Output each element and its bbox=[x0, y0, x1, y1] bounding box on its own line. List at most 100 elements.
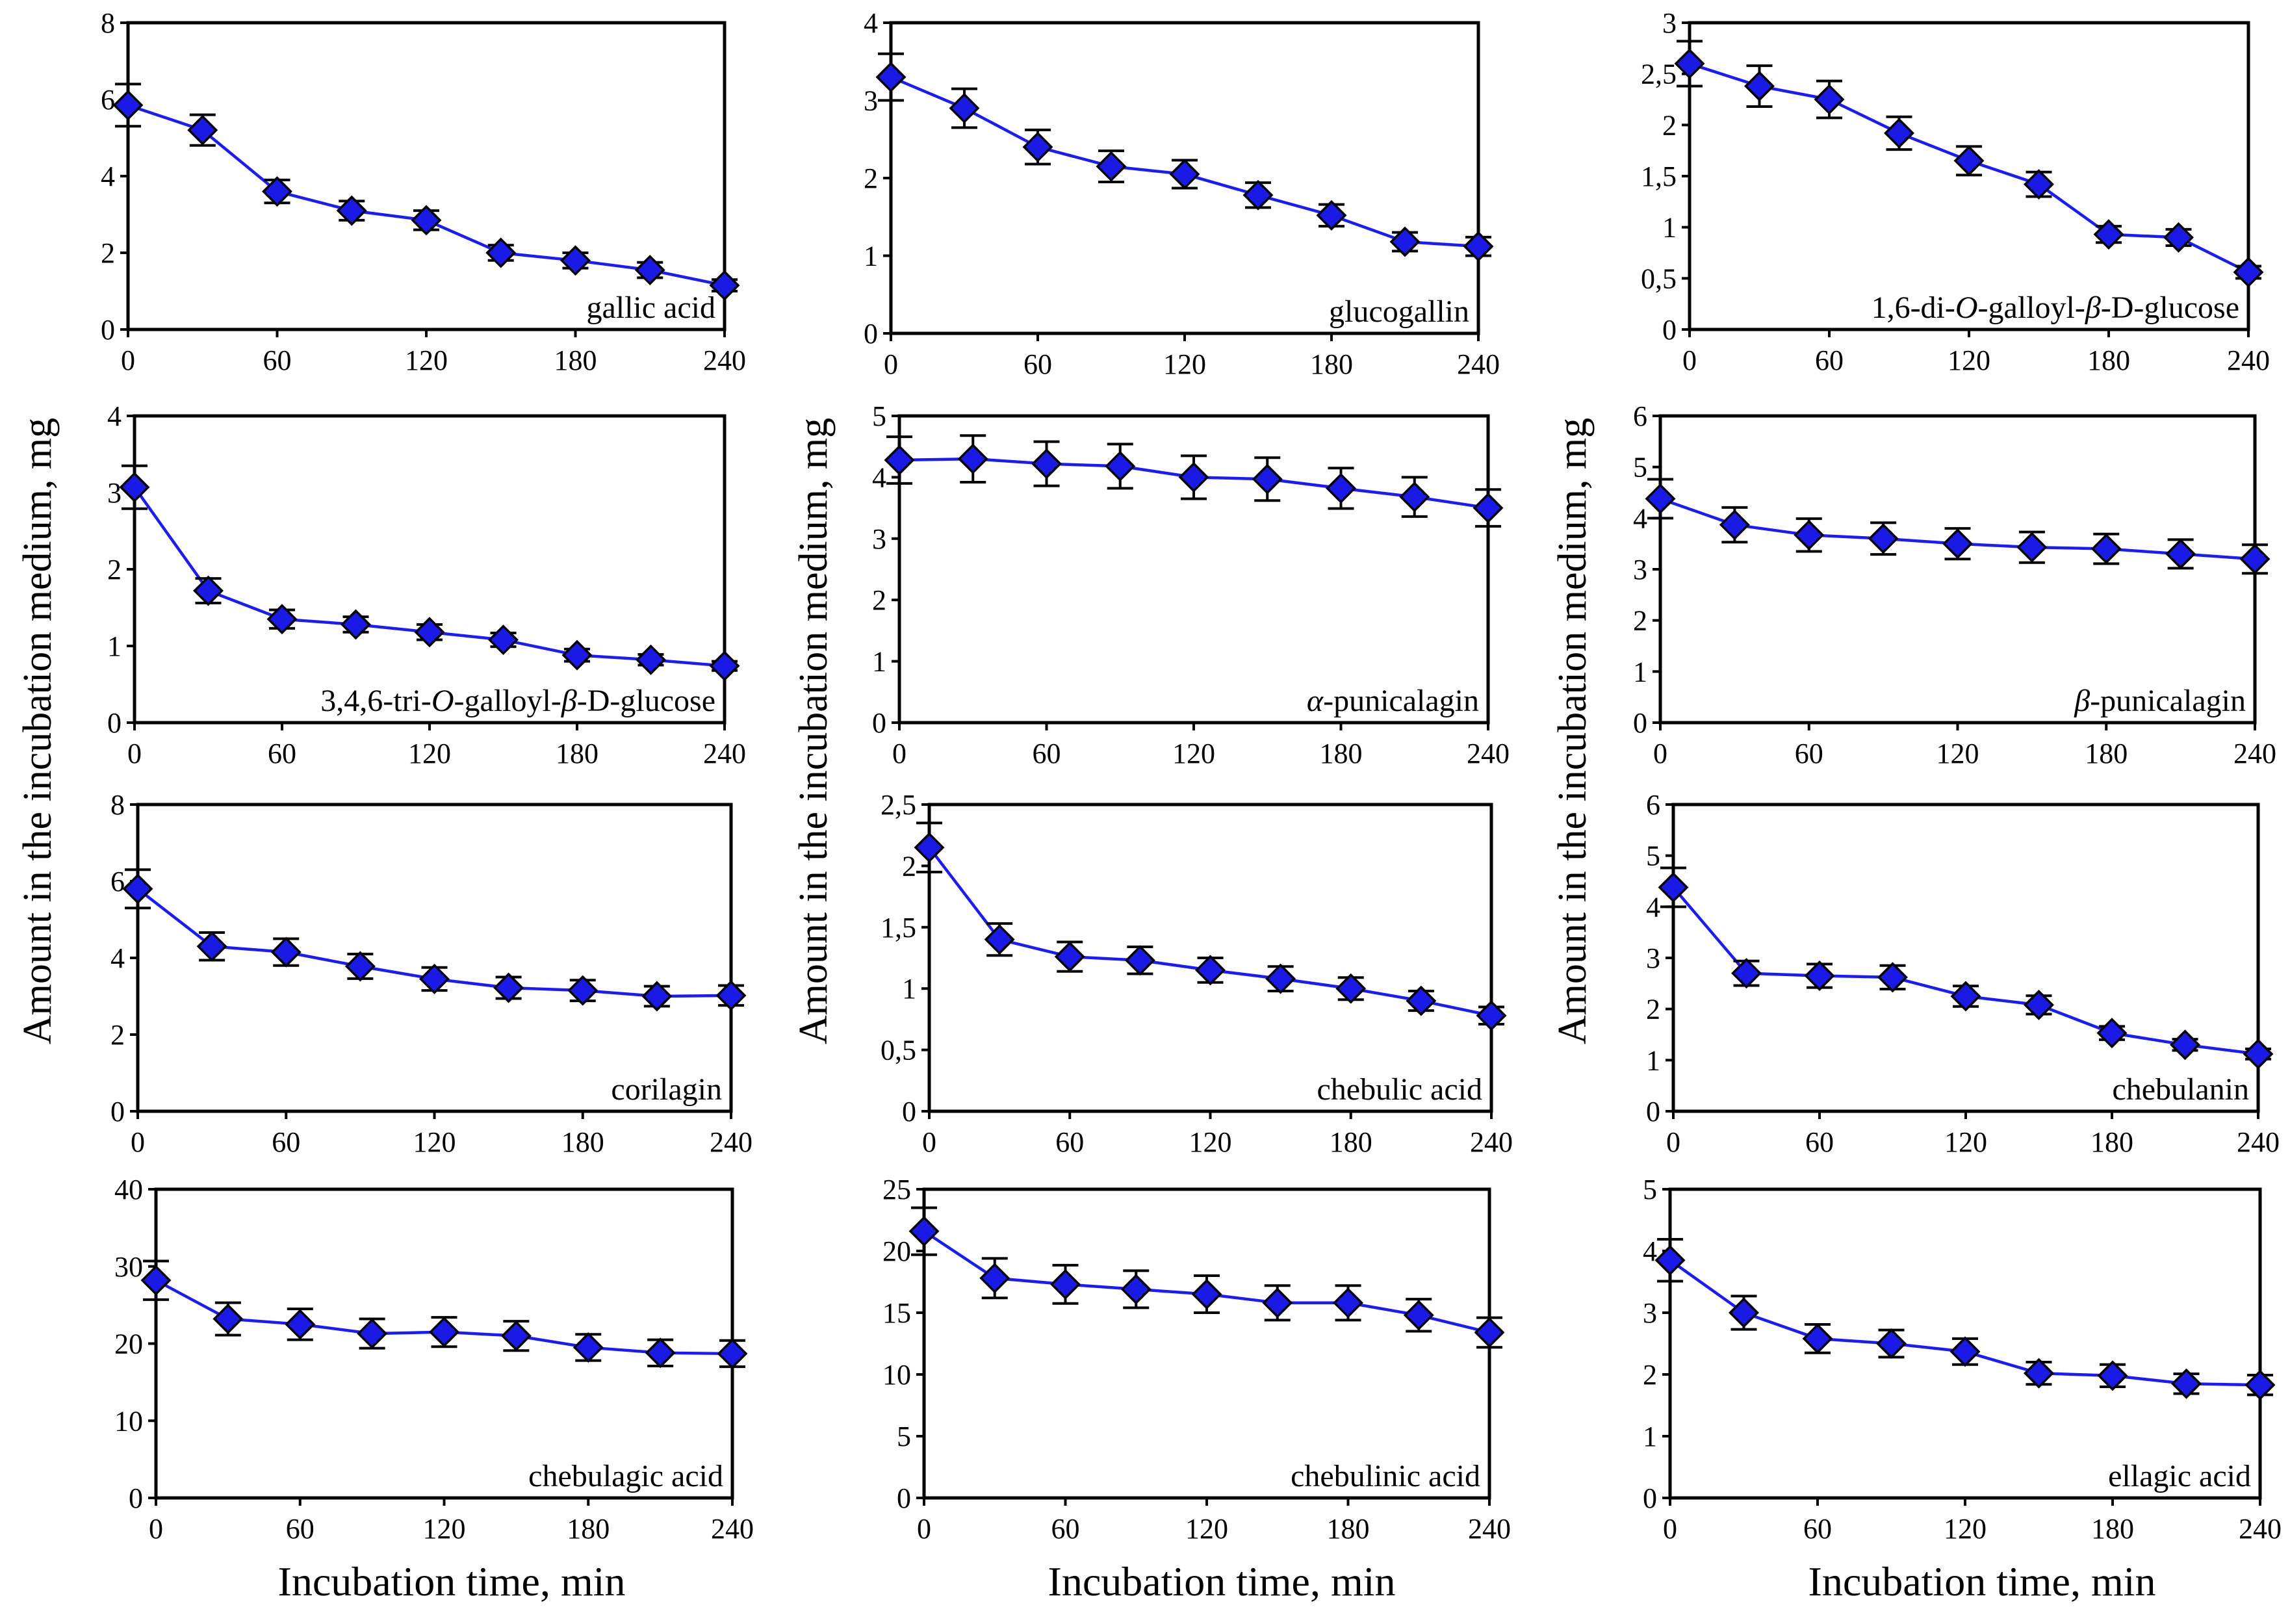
data-point bbox=[1950, 981, 1981, 1012]
x-tick-label: 180 bbox=[1330, 1126, 1372, 1158]
data-point bbox=[2171, 1368, 2202, 1399]
chart-panel: 0 1 2 3 4 0 60 120 180 240 3,4,6-tri-O-galloyl-β-D… bbox=[107, 400, 746, 769]
data-point bbox=[493, 972, 524, 1003]
y-tick-label: 0 bbox=[1646, 1096, 1660, 1128]
data-point bbox=[488, 625, 519, 656]
data-point bbox=[636, 644, 666, 675]
data-point bbox=[979, 1263, 1010, 1294]
data-point bbox=[344, 951, 376, 982]
data-point bbox=[485, 237, 517, 268]
chart-panel: 0 10 20 30 40 0 60 120 180 240 chebulagic acid bbox=[114, 1174, 754, 1545]
chart-panel: 0 2 4 6 8 0 60 120 180 240 gallic acid bbox=[101, 7, 746, 376]
y-tick-label: 3 bbox=[1646, 942, 1660, 974]
y-tick-label: 25 bbox=[882, 1174, 911, 1205]
x-tick-label: 240 bbox=[703, 344, 746, 376]
y-tick-label: 2 bbox=[107, 554, 122, 586]
y-tick-label: 0 bbox=[129, 1482, 143, 1514]
data-point bbox=[1169, 159, 1200, 190]
data-point bbox=[634, 255, 665, 286]
y-tick-label: 4 bbox=[110, 942, 125, 974]
y-tick-label: 10 bbox=[882, 1359, 911, 1391]
data-point bbox=[1252, 463, 1283, 495]
data-point bbox=[266, 604, 298, 635]
x-tick-label: 180 bbox=[567, 1513, 610, 1545]
y-tick-label: 2,5 bbox=[1641, 58, 1677, 90]
data-point bbox=[1178, 461, 1209, 493]
y-tick-label: 6 bbox=[1633, 400, 1647, 432]
x-tick-label: 0 bbox=[922, 1126, 936, 1158]
x-tick-label: 120 bbox=[408, 738, 451, 769]
x-tick-label: 240 bbox=[1468, 1513, 1511, 1545]
y-tick-label: 10 bbox=[114, 1405, 143, 1437]
data-point bbox=[2163, 222, 2194, 253]
data-point bbox=[1731, 958, 1762, 989]
data-point bbox=[1105, 450, 1136, 482]
y-tick-label: 3 bbox=[1633, 554, 1647, 586]
x-tick-label: 240 bbox=[1457, 348, 1500, 380]
data-point bbox=[572, 1332, 604, 1363]
plot-frame bbox=[136, 803, 733, 1113]
data-point bbox=[1242, 179, 1274, 211]
data-point bbox=[357, 1318, 388, 1349]
x-tick-label: 180 bbox=[1327, 1513, 1370, 1545]
y-tick-label: 3 bbox=[1662, 7, 1677, 39]
y-tick-label: 0,5 bbox=[1641, 263, 1677, 294]
data-point bbox=[1050, 1269, 1081, 1300]
y-tick-label: 15 bbox=[882, 1297, 911, 1329]
y-tick-label: 0 bbox=[1633, 707, 1647, 739]
chart-panel: 0 5 10 15 20 25 0 60 120 180 240 chebulinic acid bbox=[882, 1174, 1511, 1545]
data-point bbox=[984, 924, 1015, 955]
y-tick-label: 0 bbox=[902, 1096, 916, 1128]
x-tick-label: 180 bbox=[554, 344, 597, 376]
x-tick-label: 60 bbox=[268, 738, 296, 769]
y-tick-label: 8 bbox=[110, 789, 125, 821]
chart-panel: 0 1 2 3 4 5 0 60 120 180 240 ellagic acid bbox=[1643, 1174, 2282, 1545]
data-point bbox=[2016, 532, 2048, 563]
data-point bbox=[2245, 1369, 2276, 1400]
data-point bbox=[112, 90, 144, 121]
data-point bbox=[2165, 538, 2196, 569]
data-point bbox=[884, 445, 915, 476]
x-tick-label: 180 bbox=[561, 1126, 604, 1158]
data-point bbox=[1949, 1336, 1981, 1367]
y-tick-label: 4 bbox=[107, 400, 122, 432]
compound-name-label: gallic acid bbox=[586, 290, 715, 325]
data-point bbox=[560, 245, 591, 276]
y-tick-label: 1 bbox=[1643, 1421, 1657, 1452]
y-tick-label: 4 bbox=[1633, 502, 1647, 534]
y-tick-label: 0,5 bbox=[881, 1035, 916, 1066]
y-tick-label: 4 bbox=[101, 161, 115, 192]
y-tick-label: 2 bbox=[1646, 994, 1660, 1025]
data-point bbox=[193, 575, 224, 606]
data-point bbox=[429, 1317, 459, 1348]
data-point bbox=[1403, 1300, 1434, 1331]
data-point bbox=[419, 963, 450, 994]
y-tick-label: 40 bbox=[114, 1174, 143, 1205]
x-tick-label: 180 bbox=[1320, 738, 1363, 769]
compound-name-label: 1,6-di-O-galloyl-β-D-glucose bbox=[1872, 290, 2239, 325]
data-point bbox=[1054, 941, 1085, 972]
x-tick-label: 60 bbox=[1795, 738, 1823, 769]
data-point bbox=[1877, 962, 1908, 993]
data-point bbox=[1719, 509, 1750, 541]
x-tick-label: 0 bbox=[1666, 1126, 1680, 1158]
data-point bbox=[285, 1309, 316, 1340]
y-tick-label: 2 bbox=[1662, 109, 1677, 141]
y-tick-label: 1 bbox=[902, 973, 916, 1005]
y-tick-label: 1 bbox=[872, 646, 886, 678]
data-point bbox=[1191, 1279, 1222, 1309]
data-point bbox=[1333, 1287, 1363, 1319]
compound-name-label: chebulic acid bbox=[1317, 1072, 1482, 1107]
y-tick-label: 1,5 bbox=[881, 912, 916, 944]
y-tick-label: 0 bbox=[1643, 1482, 1657, 1514]
plot-frame bbox=[126, 21, 727, 331]
x-tick-label: 60 bbox=[286, 1513, 315, 1545]
data-point bbox=[641, 981, 673, 1012]
y-tick-label: 5 bbox=[1646, 840, 1660, 872]
x-tick-label: 0 bbox=[149, 1513, 163, 1545]
data-point bbox=[1031, 448, 1062, 480]
data-point bbox=[1804, 960, 1835, 992]
y-tick-label: 8 bbox=[101, 7, 115, 39]
